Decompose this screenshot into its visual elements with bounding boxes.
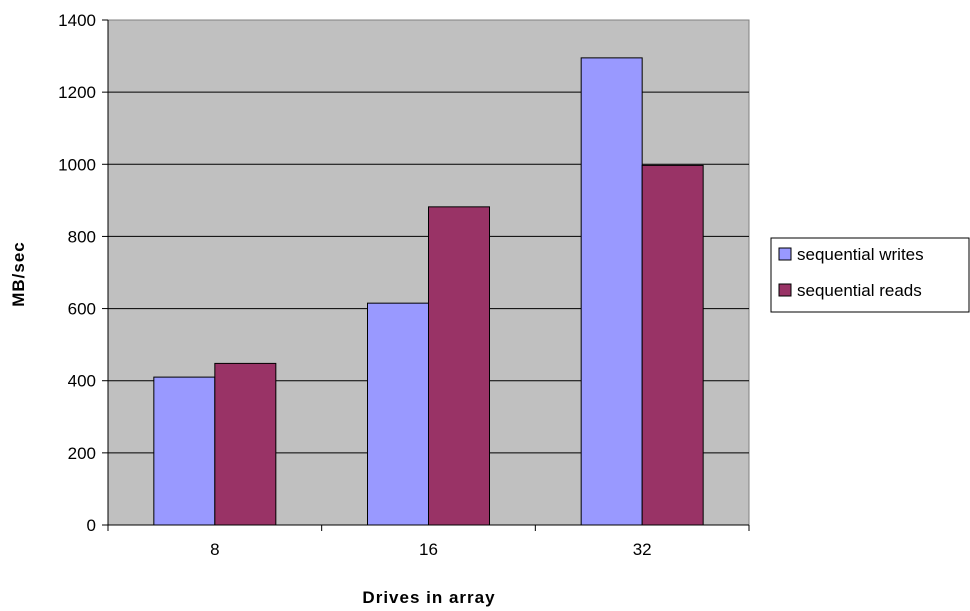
bar-sequential-writes-32	[580, 57, 643, 526]
x-tick-label: 16	[419, 540, 438, 559]
y-tick-label: 400	[68, 372, 96, 391]
y-tick-label: 800	[68, 227, 96, 246]
bar-sequential-reads-16	[428, 206, 490, 526]
bar-sequential-writes-16	[367, 302, 429, 526]
x-tick-label: 32	[633, 540, 652, 559]
legend-label: sequential writes	[797, 245, 924, 264]
y-tick-label: 1000	[58, 155, 96, 174]
legend-swatch	[778, 247, 792, 261]
y-tick-label: 1400	[58, 11, 96, 30]
bar-sequential-writes-8	[153, 376, 216, 526]
bar-sequential-reads-8	[214, 362, 277, 526]
legend-box	[770, 237, 970, 313]
x-tick-label: 8	[210, 540, 219, 559]
bars	[153, 57, 704, 526]
y-axis-ticks: 0 200 400 600 800 1000 1200 1400	[58, 11, 108, 535]
y-tick-label: 600	[68, 300, 96, 319]
y-axis-title: MB/sec	[9, 241, 28, 307]
y-tick-label: 200	[68, 444, 96, 463]
bar-sequential-reads-32	[641, 164, 704, 526]
y-tick-label: 0	[87, 516, 96, 535]
legend-items: sequential writes sequential reads	[778, 245, 924, 300]
legend-swatch	[778, 283, 792, 297]
x-axis-ticks: 8 16 32	[107, 525, 750, 559]
y-tick-label: 1200	[58, 83, 96, 102]
legend: sequential writes sequential reads	[770, 237, 970, 313]
legend-label: sequential reads	[797, 281, 922, 300]
x-axis-title: Drives in array	[362, 588, 495, 607]
